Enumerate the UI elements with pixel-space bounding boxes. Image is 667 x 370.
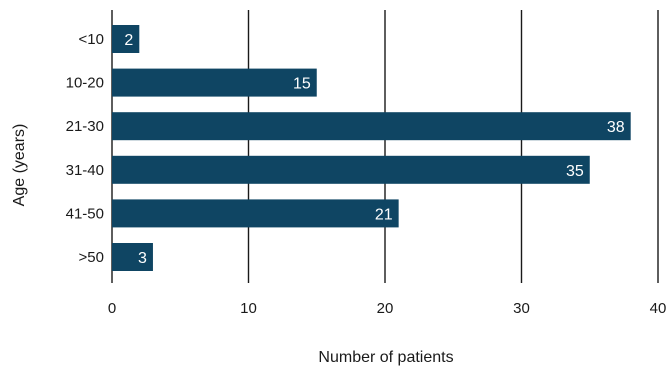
bar-10-20 [112, 68, 317, 97]
x-tick-labels: 0 10 20 30 40 [108, 300, 667, 317]
data-label-10-20: 15 [293, 76, 311, 93]
gridlines [111, 10, 659, 283]
y-tick-label-lt-10: <10 [79, 31, 104, 48]
bars [112, 25, 631, 271]
y-tick-label-gt-50: >50 [79, 249, 104, 266]
bar-21-30 [112, 112, 631, 141]
y-tick-labels: <10 10-20 21-30 31-40 41-50 >50 [66, 31, 104, 266]
data-label-41-50: 21 [375, 206, 393, 223]
data-label-gt-50: 3 [138, 250, 147, 267]
x-tick-label-0: 0 [108, 300, 116, 317]
x-tick-label-40: 40 [650, 300, 667, 317]
data-labels: 2 15 38 35 21 3 [124, 32, 624, 267]
x-tick-label-20: 20 [377, 300, 394, 317]
y-tick-label-31-40: 31-40 [66, 162, 104, 179]
y-tick-label-10-20: 10-20 [66, 75, 104, 92]
bar-31-40 [112, 155, 590, 184]
bar-lt-10 [112, 25, 140, 53]
x-tick-label-30: 30 [513, 300, 530, 317]
data-label-lt-10: 2 [124, 32, 133, 49]
y-tick-label-21-30: 21-30 [66, 118, 104, 135]
data-label-21-30: 38 [607, 119, 625, 136]
bar-41-50 [112, 199, 399, 228]
y-tick-label-41-50: 41-50 [66, 205, 104, 222]
x-axis-title: Number of patients [318, 349, 453, 366]
x-tick-label-10: 10 [240, 300, 257, 317]
bar-gt-50 [112, 243, 153, 271]
y-axis-title: Age (years) [11, 124, 28, 207]
data-label-31-40: 35 [566, 163, 584, 180]
